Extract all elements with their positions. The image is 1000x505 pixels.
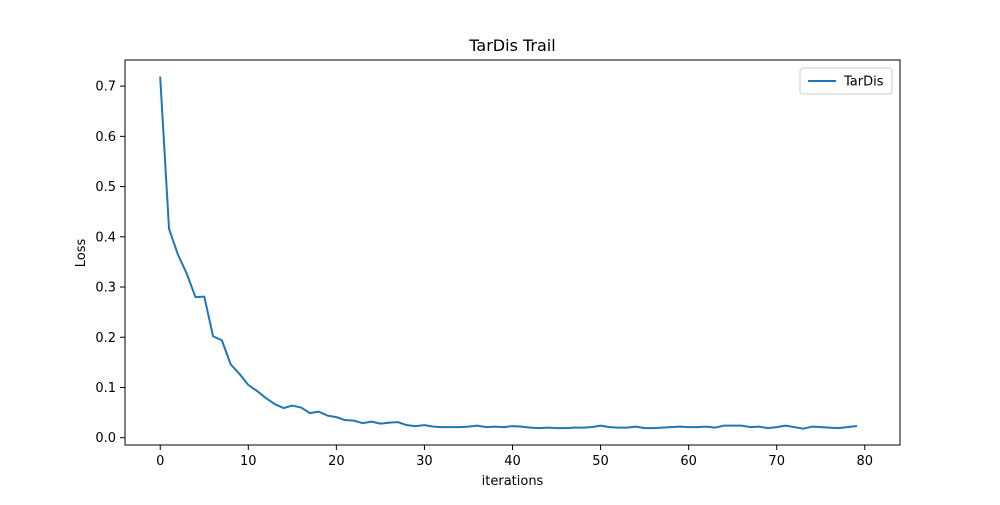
chart-title: TarDis Trail xyxy=(468,36,555,55)
y-tick-label: 0.6 xyxy=(95,130,116,145)
series-line-tardis xyxy=(159,76,858,430)
x-tick-label: 10 xyxy=(240,454,257,469)
y-tick-label: 0.4 xyxy=(95,230,116,245)
x-axis-label: iterations xyxy=(482,474,544,489)
x-tick-label: 30 xyxy=(416,454,433,469)
legend-box xyxy=(799,67,893,95)
legend: TarDis xyxy=(799,67,893,95)
y-tick-label: 0.0 xyxy=(95,431,116,446)
y-tick-label: 0.3 xyxy=(95,281,116,296)
x-tick-label: 40 xyxy=(504,454,521,469)
y-axis-label: Loss xyxy=(74,239,89,268)
y-axis: 0.0 0.1 0.2 0.3 0.4 0.5 0.6 0.7 xyxy=(95,80,125,446)
x-tick-label: 80 xyxy=(856,454,873,469)
x-tick-label: 70 xyxy=(768,454,785,469)
y-tick-label: 0.7 xyxy=(95,80,116,95)
y-tick-label: 0.1 xyxy=(95,381,116,396)
x-tick-label: 20 xyxy=(328,454,345,469)
x-tick-label: 50 xyxy=(592,454,609,469)
x-axis: 0 10 20 30 40 50 60 70 80 xyxy=(156,445,873,469)
plot-area xyxy=(159,76,858,430)
y-tick-label: 0.2 xyxy=(95,331,116,346)
y-tick-label: 0.5 xyxy=(95,180,116,195)
legend-label: TarDis xyxy=(843,75,884,90)
x-tick-label: 0 xyxy=(156,454,164,469)
x-tick-label: 60 xyxy=(680,454,697,469)
